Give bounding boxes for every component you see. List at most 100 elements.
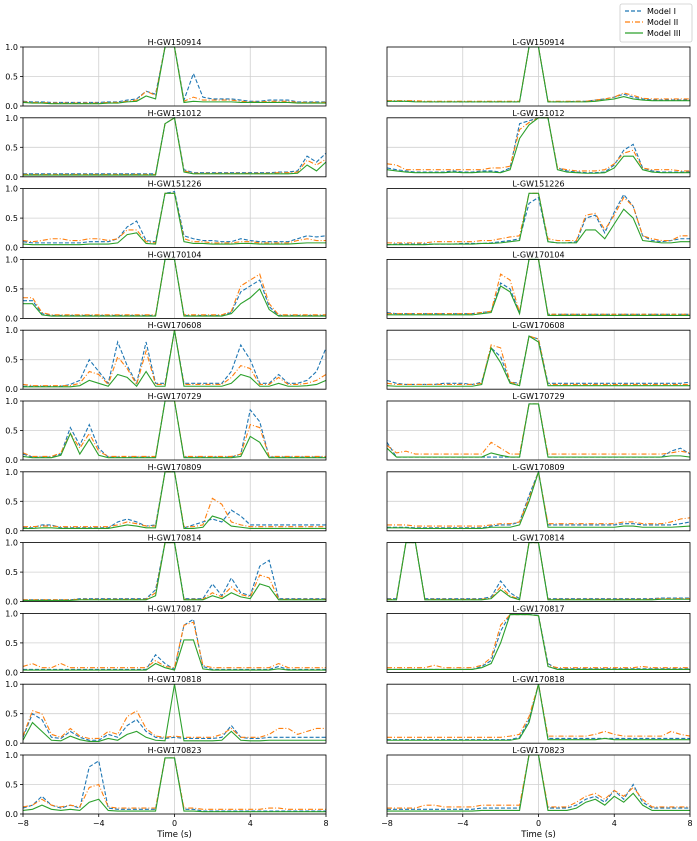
y-tick-label: 0.5 [5, 73, 18, 82]
panel-L-GW170817: L-GW170817 [386, 604, 691, 673]
series-line-model-i [387, 542, 690, 600]
x-axis-label: Time (s) [520, 830, 556, 840]
y-tick-label: 0.0 [5, 598, 18, 607]
y-tick-label: 0.0 [5, 102, 18, 111]
y-tick-label: 1.0 [5, 255, 18, 264]
series-line-model-iii [23, 639, 326, 671]
series-line-model-iii [23, 192, 326, 246]
panel-title: H-GW150914 [148, 38, 202, 47]
y-tick-label: 0.5 [5, 214, 18, 223]
panel-frame [386, 258, 691, 319]
y-tick-label: 0.5 [5, 427, 18, 436]
series-line-model-ii [387, 335, 690, 386]
y-tick-label: 0.5 [5, 710, 18, 719]
y-tick-label: 1.0 [5, 539, 18, 548]
y-tick-label: 1.0 [5, 468, 18, 477]
x-tick-label: −4 [457, 819, 469, 828]
series-line-model-iii [387, 192, 690, 246]
panel-H-GW151012: H-GW151012 0.0 0.5 1.0 [5, 109, 327, 182]
panel-L-GW150914: L-GW150914 [386, 38, 691, 107]
y-tick-label: 0.0 [5, 527, 18, 536]
panel-L-GW170729: L-GW170729 [386, 392, 691, 461]
panel-title: H-GW151226 [148, 180, 202, 189]
panel-title: L-GW170809 [512, 463, 564, 472]
y-tick-label: 0.5 [5, 639, 18, 648]
panel-L-GW170823: L-GW170823 −8 −4 0 4 8 Time (s) [381, 746, 692, 840]
panel-title: H-GW170608 [148, 321, 202, 330]
x-tick-label: 8 [687, 819, 692, 828]
panels-layer: H-GW150914 0.0 0.5 1.0 L-GW150914 H-GW151012 0… [5, 38, 692, 840]
x-tick-label: 4 [248, 819, 253, 828]
panel-title: H-GW170817 [148, 604, 202, 613]
panel-frame [386, 46, 691, 107]
legend: Model I Model II Model III [619, 3, 693, 43]
y-tick-label: 0.0 [5, 810, 18, 819]
panel-H-GW150914: H-GW150914 0.0 0.5 1.0 [5, 38, 327, 111]
y-tick-label: 1.0 [5, 114, 18, 123]
y-tick-label: 0.0 [5, 173, 18, 182]
panel-frame [386, 400, 691, 461]
x-tick-label: −8 [17, 819, 29, 828]
y-tick-label: 1.0 [5, 751, 18, 760]
x-axis-label: Time (s) [156, 830, 192, 840]
y-tick-label: 0.0 [5, 314, 18, 323]
panel-frame [386, 117, 691, 178]
y-tick-label: 1.0 [5, 609, 18, 618]
y-tick-label: 1.0 [5, 326, 18, 335]
panel-L-GW170818: L-GW170818 [386, 675, 691, 744]
panel-L-GW170809: L-GW170809 [386, 463, 691, 532]
panel-H-GW151226: H-GW151226 0.0 0.5 1.0 [5, 180, 327, 253]
x-tick-label: 8 [323, 819, 328, 828]
series-line-model-ii [23, 400, 326, 458]
y-tick-label: 0.5 [5, 143, 18, 152]
series-line-model-iii [23, 757, 326, 813]
y-tick-label: 0.5 [5, 781, 18, 790]
panel-title: L-GW170823 [512, 746, 564, 755]
panel-frame [386, 613, 691, 673]
panel-title: L-GW151012 [512, 109, 564, 118]
panel-L-GW151226: L-GW151226 [386, 180, 691, 249]
y-tick-label: 1.0 [5, 397, 18, 406]
y-tick-label: 1.0 [5, 43, 18, 52]
y-tick-label: 0.5 [5, 285, 18, 294]
panel-L-GW151012: L-GW151012 [386, 109, 691, 178]
series-line-model-iii [387, 403, 690, 458]
y-tick-label: 0.5 [5, 356, 18, 365]
panel-title: H-GW170104 [148, 250, 202, 259]
panel-title: L-GW170818 [512, 675, 564, 684]
panel-title: L-GW170817 [512, 604, 564, 613]
panel-title: H-GW151012 [148, 109, 202, 118]
panel-title: L-GW170104 [512, 250, 564, 259]
x-tick-label: 4 [612, 819, 617, 828]
x-tick-label: −4 [93, 819, 105, 828]
panel-H-GW170814: H-GW170814 0.0 0.5 1.0 [5, 534, 327, 607]
panel-H-GW170729: H-GW170729 0.0 0.5 1.0 [5, 392, 327, 465]
series-line-model-ii [387, 192, 690, 244]
panel-H-GW170104: H-GW170104 0.0 0.5 1.0 [5, 250, 327, 323]
series-line-model-i [23, 712, 326, 741]
y-tick-label: 1.0 [5, 680, 18, 689]
panel-title: H-GW170729 [148, 392, 202, 401]
y-tick-label: 1.0 [5, 185, 18, 194]
series-line-model-ii [23, 46, 326, 104]
panel-title: L-GW150914 [512, 38, 564, 47]
panel-H-GW170817: H-GW170817 0.0 0.5 1.0 [5, 604, 327, 677]
series-line-model-ii [23, 542, 326, 601]
panel-title: H-GW170818 [148, 675, 202, 684]
panel-L-GW170814: L-GW170814 [386, 534, 691, 602]
series-line-model-ii [387, 684, 690, 738]
y-tick-label: 0.0 [5, 456, 18, 465]
series-line-model-i [23, 330, 326, 387]
panel-L-GW170104: L-GW170104 [386, 250, 691, 319]
y-tick-label: 0.5 [5, 568, 18, 577]
y-tick-label: 0.5 [5, 497, 18, 506]
x-tick-label: 0 [536, 819, 541, 828]
series-line-model-ii [387, 470, 690, 527]
x-tick-label: −8 [381, 819, 393, 828]
series-line-model-ii [387, 403, 690, 455]
panel-title: L-GW170729 [512, 392, 564, 401]
panel-H-GW170608: H-GW170608 0.0 0.5 1.0 [5, 321, 327, 394]
panel-frame [386, 471, 691, 532]
panel-title: H-GW170814 [148, 534, 202, 543]
y-tick-label: 0.0 [5, 739, 18, 748]
